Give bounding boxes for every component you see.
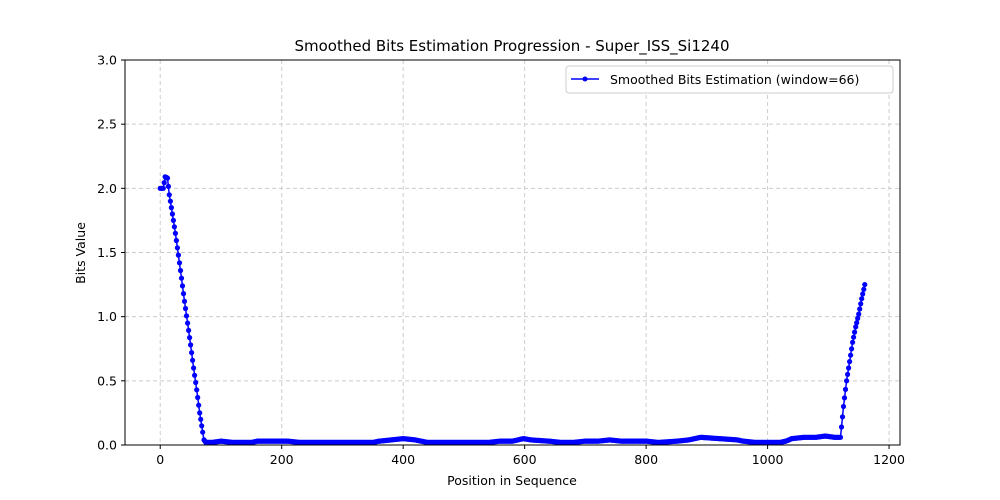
legend-marker: [582, 76, 588, 82]
data-point: [850, 339, 856, 345]
data-point: [185, 320, 191, 326]
y-tick-label: 2.5: [97, 117, 117, 132]
data-point: [854, 320, 860, 326]
data-point: [183, 313, 190, 319]
y-tick-label: 0.0: [97, 438, 117, 453]
data-point: [199, 423, 205, 429]
y-tick-label: 3.0: [97, 53, 117, 68]
data-point: [198, 416, 204, 422]
data-point: [192, 372, 198, 378]
data-point: [852, 329, 858, 335]
data-point: [858, 301, 864, 307]
data-point: [170, 217, 176, 223]
data-point: [190, 357, 196, 363]
y-axis-label: Bits Value: [73, 222, 88, 284]
data-point: [169, 211, 175, 217]
data-point: [855, 315, 861, 321]
data-point: [860, 291, 866, 297]
data-point: [200, 429, 206, 435]
data-point: [177, 267, 184, 274]
data-point: [857, 306, 863, 312]
data-point: [178, 275, 185, 281]
data-point: [165, 183, 171, 189]
data-point: [841, 395, 848, 401]
data-point: [187, 335, 193, 341]
data-point: [838, 424, 845, 430]
data-point: [161, 180, 167, 186]
data-point: [845, 371, 851, 377]
data-point: [853, 324, 859, 330]
data-point: [171, 224, 177, 230]
y-tick-label: 1.5: [97, 245, 117, 260]
data-point: [191, 365, 197, 371]
grid: [125, 59, 900, 446]
data-point: [851, 334, 857, 340]
data-point: [837, 434, 844, 440]
x-tick-label: 1200: [873, 452, 905, 467]
y-axis: 0.0 0.5 1.0 1.5 2.0 2.5 3.0: [97, 53, 125, 453]
data-point: [173, 237, 179, 244]
data-point: [194, 387, 200, 393]
data-point: [186, 327, 192, 333]
y-tick-label: 0.5: [97, 373, 117, 388]
data-point: [849, 346, 855, 352]
data-point: [180, 291, 187, 297]
series-layer: [157, 174, 868, 445]
data-point: [844, 378, 850, 384]
data-point: [174, 245, 180, 251]
data-point: [168, 205, 174, 211]
x-axis-label: Position in Sequence: [447, 473, 577, 488]
x-tick-label: 600: [513, 452, 537, 467]
x-axis: 0 200 400 600 800 1000 1200: [156, 445, 905, 467]
data-point: [846, 365, 852, 371]
legend: Smoothed Bits Estimation (window=66): [565, 65, 894, 94]
x-tick-label: 800: [634, 452, 658, 467]
data-point: [166, 192, 172, 198]
data-point: [195, 394, 201, 401]
legend-entry-label: Smoothed Bits Estimation (window=66): [610, 72, 859, 87]
data-point: [172, 230, 178, 236]
chart-title: Smoothed Bits Estimation Progression - S…: [294, 37, 729, 56]
data-point: [847, 359, 853, 365]
data-point: [175, 252, 181, 258]
data-point: [176, 260, 183, 266]
data-point: [160, 185, 166, 191]
x-tick-label: 200: [270, 452, 294, 467]
data-point: [842, 386, 849, 392]
x-tick-label: 400: [391, 452, 415, 467]
data-point: [167, 198, 173, 204]
data-point: [848, 352, 854, 358]
data-point: [188, 342, 194, 348]
data-point: [181, 298, 188, 304]
data-point: [196, 402, 202, 408]
data-point: [193, 379, 199, 386]
data-point: [189, 350, 195, 356]
data-point: [859, 296, 865, 302]
x-tick-label: 0: [156, 452, 164, 467]
data-point: [840, 403, 847, 410]
legend-box: [565, 65, 894, 94]
data-point: [164, 175, 171, 181]
x-tick-label: 1000: [752, 452, 784, 467]
data-point: [197, 410, 203, 416]
data-point: [861, 286, 867, 292]
data-point: [862, 281, 868, 288]
data-point: [182, 305, 189, 312]
data-point: [856, 311, 862, 317]
data-point: [839, 414, 846, 420]
y-tick-label: 2.0: [97, 181, 117, 196]
data-point: [179, 283, 186, 289]
series-line: [160, 175, 866, 444]
y-tick-label: 1.0: [97, 309, 117, 324]
